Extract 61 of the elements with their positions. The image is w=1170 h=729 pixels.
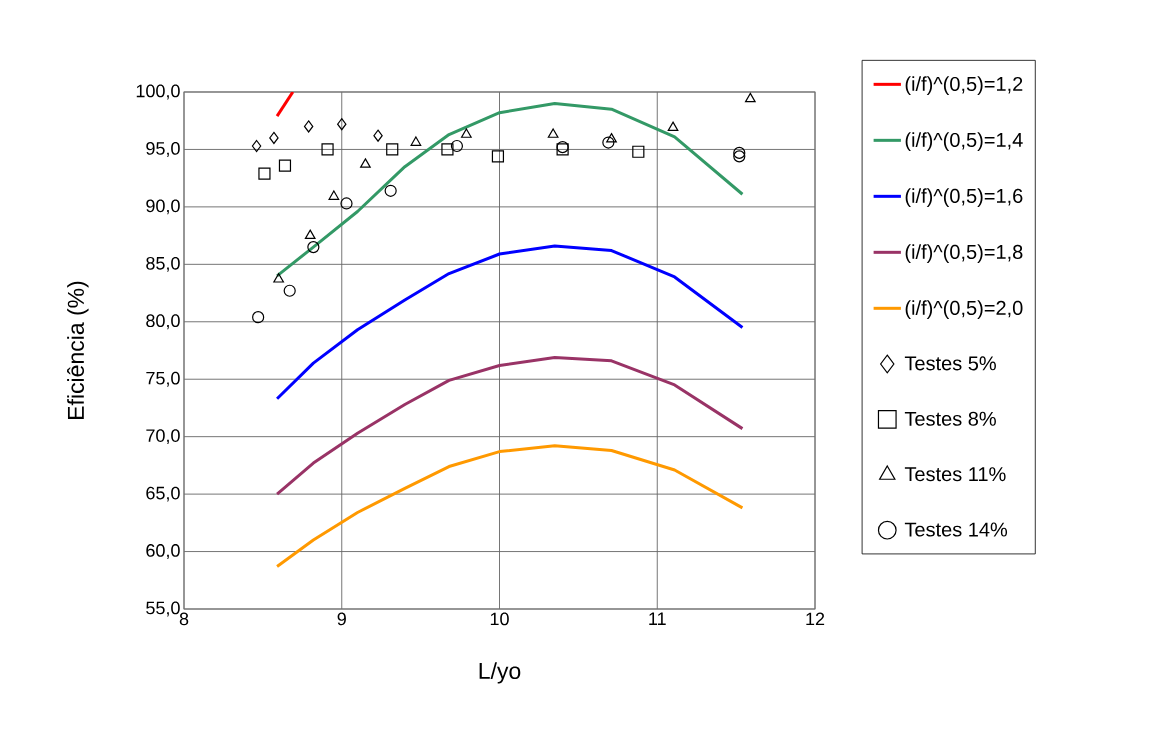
- point: [251, 139, 262, 153]
- point: [337, 118, 347, 131]
- point: [321, 143, 334, 156]
- line-series: [275, 355, 744, 496]
- y-tick-label: 90,0: [146, 199, 180, 215]
- line-series: [275, 244, 744, 401]
- point: [410, 136, 422, 146]
- point: [360, 158, 371, 168]
- y-tick-label: 60,0: [146, 544, 180, 559]
- legend-label: Testes 11%: [904, 467, 1006, 482]
- point: [667, 121, 679, 131]
- legend-label: (i/f)^(0,5)=1,8: [905, 244, 1023, 263]
- point: [441, 143, 454, 156]
- y-tick-label: 75,0: [146, 371, 180, 387]
- x-tick-label: 9: [337, 612, 346, 626]
- point: [252, 311, 265, 324]
- y-tick-label: 100,0: [136, 84, 180, 100]
- legend-label: Testes 8%: [904, 411, 996, 426]
- point: [328, 190, 340, 200]
- point: [733, 150, 746, 163]
- point: [606, 133, 617, 143]
- x-tick-label: 8: [179, 612, 189, 626]
- x-tick-label: 11: [649, 612, 666, 625]
- legend-label: (i/f)^(0,5)=2,0: [905, 300, 1023, 319]
- point: [491, 150, 505, 163]
- legend-label: (i/f)^(0,5)=1,6: [905, 188, 1023, 207]
- y-tick-label: 70,0: [146, 429, 180, 445]
- point: [273, 273, 285, 283]
- legend-label: Testes 5%: [904, 356, 996, 371]
- point: [258, 167, 271, 180]
- point: [547, 128, 559, 138]
- line-series: [275, 444, 744, 568]
- point: [602, 136, 615, 149]
- y-axis-title: Eficiência (%): [67, 281, 89, 419]
- line-series: [275, 101, 744, 278]
- legend-label: (i/f)^(0,5)=1,4: [905, 132, 1023, 151]
- point: [304, 229, 316, 239]
- point: [450, 139, 464, 153]
- point: [340, 197, 353, 210]
- x-tick-label: 10: [490, 612, 509, 626]
- y-tick-label: 65,0: [146, 486, 180, 502]
- point: [744, 92, 756, 103]
- point: [384, 184, 397, 197]
- point: [386, 143, 399, 156]
- y-tick-label: 80,0: [146, 314, 180, 330]
- point: [303, 120, 314, 133]
- point: [373, 129, 383, 142]
- legend-label: Testes 14%: [904, 522, 1008, 537]
- point: [307, 241, 320, 254]
- point: [632, 145, 645, 158]
- y-tick-label: 85,0: [146, 256, 180, 272]
- y-tick-label: 55,0: [146, 601, 180, 617]
- legend-label: (i/f)^(0,5)=1,2: [905, 76, 1023, 95]
- y-tick-label: 95,0: [146, 142, 180, 157]
- point: [733, 146, 746, 159]
- point: [461, 128, 472, 138]
- point: [278, 159, 292, 172]
- x-tick-label: 12: [806, 612, 825, 626]
- point: [269, 131, 279, 145]
- x-axis-title: L/yo: [479, 662, 521, 684]
- point: [283, 284, 296, 297]
